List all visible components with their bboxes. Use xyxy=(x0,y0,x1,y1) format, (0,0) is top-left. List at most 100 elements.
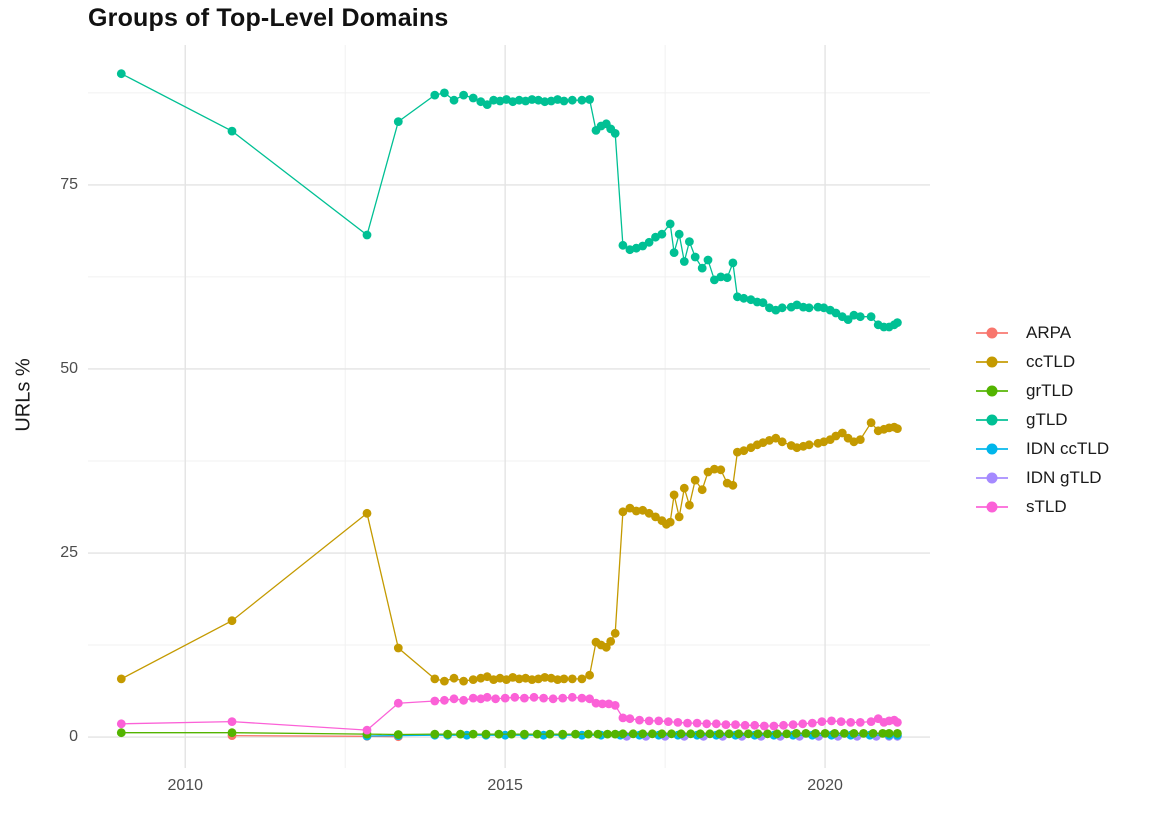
data-point-cctld xyxy=(514,674,524,684)
data-point-cctld xyxy=(440,676,449,686)
legend-key-icon xyxy=(976,440,1008,458)
data-point-stld xyxy=(644,716,654,726)
data-point-stld xyxy=(577,693,587,703)
data-point-grtld xyxy=(791,729,801,738)
data-point-grtld xyxy=(638,729,648,739)
data-point-gtld xyxy=(514,95,524,105)
x-tick-label: 2015 xyxy=(487,777,523,794)
data-point-cctld xyxy=(362,508,372,518)
data-point-grtld xyxy=(839,729,849,738)
data-point-grtld xyxy=(603,729,612,739)
data-point-gtld xyxy=(674,229,684,239)
data-point-stld xyxy=(585,694,594,704)
data-point-stld xyxy=(539,693,548,703)
data-point-grtld xyxy=(705,729,715,739)
data-point-grtld xyxy=(830,729,840,738)
data-point-cctld xyxy=(618,507,628,517)
x-tick-label: 2010 xyxy=(167,777,204,794)
data-point-grtld xyxy=(443,729,452,739)
data-point-stld xyxy=(798,719,808,729)
data-point-grtld xyxy=(801,729,811,738)
data-point-stld xyxy=(663,717,673,726)
data-point-cctld xyxy=(116,674,126,684)
data-point-stld xyxy=(673,718,683,727)
data-point-stld xyxy=(683,718,692,728)
data-point-grtld xyxy=(782,729,792,739)
data-point-cctld xyxy=(804,440,814,450)
data-point-grtld xyxy=(763,729,772,739)
data-point-stld xyxy=(855,718,865,727)
data-point-cctld xyxy=(679,483,689,493)
data-point-stld xyxy=(610,701,620,710)
data-point-grtld xyxy=(532,729,542,739)
data-point-stld xyxy=(779,720,788,730)
data-point-grtld xyxy=(558,729,568,739)
data-point-stld xyxy=(558,693,568,703)
data-point-cctld xyxy=(553,675,562,684)
data-point-stld xyxy=(116,719,126,729)
data-point-stld xyxy=(440,695,449,705)
data-point-gtld xyxy=(610,129,620,138)
data-point-grtld xyxy=(884,729,894,738)
data-point-cctld xyxy=(866,418,876,428)
data-point-cctld xyxy=(540,673,550,682)
data-point-stld xyxy=(846,718,856,727)
data-point-cctld xyxy=(606,637,616,646)
data-point-grtld xyxy=(676,729,686,739)
data-point-grtld xyxy=(507,729,516,739)
data-point-stld xyxy=(827,716,836,726)
data-point-stld xyxy=(591,698,601,708)
data-point-stld xyxy=(468,693,478,703)
data-point-gtld xyxy=(567,95,577,105)
data-point-gtld xyxy=(703,255,713,265)
data-point-stld xyxy=(692,718,702,728)
data-point-gtld xyxy=(638,241,648,251)
data-point-stld xyxy=(750,720,760,730)
data-point-grtld xyxy=(893,729,902,738)
data-point-gtld xyxy=(227,126,237,136)
legend-key-icon xyxy=(976,382,1008,400)
legend-key-icon xyxy=(976,469,1008,487)
data-point-gtld xyxy=(430,90,440,100)
data-point-cctld xyxy=(665,517,675,527)
data-point-grtld xyxy=(878,729,888,738)
legend: ARPA ccTLD grTLD gTLD IDN ccTLD IDN gTLD sTLD xyxy=(976,318,1109,521)
data-point-cctld xyxy=(690,475,700,485)
series-line-gtld xyxy=(121,73,898,328)
data-point-stld xyxy=(510,692,520,702)
data-point-cctld xyxy=(644,508,654,518)
data-point-gtld xyxy=(116,69,126,79)
data-point-stld xyxy=(567,692,577,702)
data-point-grtld xyxy=(571,729,580,739)
data-point-gtld xyxy=(665,219,675,229)
data-point-grtld xyxy=(657,729,667,739)
data-point-stld xyxy=(618,713,628,723)
data-point-grtld xyxy=(695,729,705,739)
data-point-gtld xyxy=(482,100,492,109)
data-point-grtld xyxy=(811,729,820,738)
data-point-cctld xyxy=(567,674,577,684)
data-point-cctld xyxy=(459,676,468,686)
data-point-stld xyxy=(721,720,731,729)
data-point-gtld xyxy=(657,229,667,239)
data-point-grtld xyxy=(494,729,504,739)
data-point-cctld xyxy=(610,628,620,638)
y-tick-label: 50 xyxy=(60,359,78,377)
data-point-gtld xyxy=(697,263,707,273)
data-point-grtld xyxy=(715,729,724,739)
data-point-gtld xyxy=(679,257,689,266)
data-point-grtld xyxy=(393,730,403,739)
data-point-gtld xyxy=(618,240,628,250)
data-point-gtld xyxy=(489,95,498,105)
data-point-gtld xyxy=(527,95,537,104)
legend-item-stld: sTLD xyxy=(976,492,1109,521)
data-point-stld xyxy=(654,716,664,726)
x-tick-label: 2020 xyxy=(807,777,843,794)
data-point-stld xyxy=(430,696,440,706)
data-point-cctld xyxy=(393,643,403,653)
data-point-stld xyxy=(731,720,740,729)
data-point-gtld xyxy=(440,88,449,98)
data-point-grtld xyxy=(647,729,657,739)
